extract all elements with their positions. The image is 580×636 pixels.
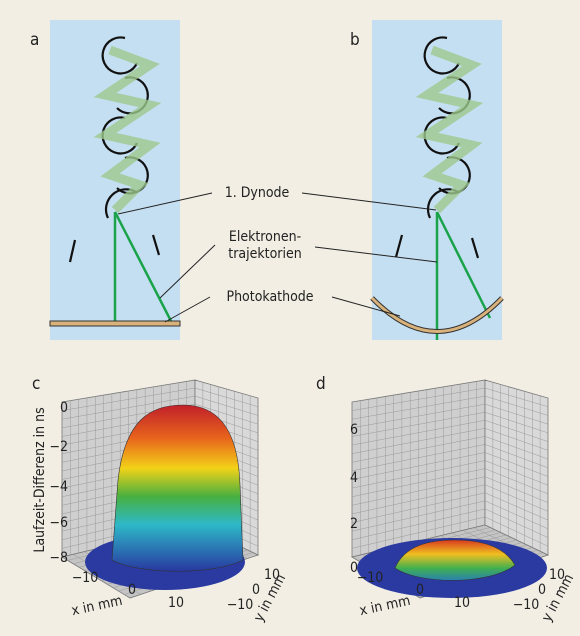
wall-grid (484, 500, 549, 530)
x-tick: −10 (72, 570, 99, 586)
panel-label: a (30, 30, 39, 50)
wall-grid (194, 387, 259, 407)
surface-d (394, 539, 516, 581)
y-tick: 10 (264, 567, 280, 583)
wall-grid (484, 420, 549, 442)
z-tick: 6 (350, 422, 358, 438)
wall-grid (351, 420, 486, 446)
wall-grid (351, 444, 486, 472)
x-tick: 10 (454, 595, 470, 611)
z-tick: 0 (60, 400, 68, 416)
x-tick: −10 (357, 570, 384, 586)
z-tick: −4 (49, 479, 68, 495)
wall-grid (194, 395, 259, 416)
wall-grid (484, 444, 549, 469)
wall-grid (351, 411, 486, 437)
annotation: trajektorien (228, 246, 301, 262)
wall-grid (484, 516, 549, 547)
wall-grid (351, 508, 486, 541)
wall-grid (484, 395, 549, 416)
x-tick: 0 (128, 582, 136, 598)
z-tick: 4 (350, 470, 358, 486)
y-tick: 0 (252, 582, 260, 598)
wall-grid (351, 395, 486, 420)
leaders (117, 192, 438, 323)
y-tick: −10 (513, 597, 540, 613)
wall-grid (61, 395, 196, 420)
wall-grid (351, 452, 486, 480)
wall-grid (351, 468, 486, 497)
x-tick: 10 (168, 595, 184, 611)
y-tick: 0 (538, 582, 546, 598)
wall-grid (484, 411, 549, 434)
z-tick: 0 (350, 560, 358, 576)
wall-grid (484, 452, 549, 477)
wall-grid (484, 508, 549, 538)
wall-grid (61, 387, 196, 411)
electron-path-b (415, 45, 484, 214)
z-tick: −8 (49, 550, 68, 566)
wall-grid (351, 403, 486, 429)
panel-label: d (316, 374, 326, 394)
wall-grid (484, 484, 549, 512)
wall-grid (484, 460, 549, 486)
wall-grid (351, 476, 486, 506)
wall-grid (351, 500, 486, 532)
y-tick: 10 (549, 567, 565, 583)
electron-path-a (93, 45, 162, 214)
x-tick: 0 (416, 582, 424, 598)
z-tick: −6 (49, 515, 68, 531)
wall-grid (351, 387, 486, 411)
z-axis-label: Laufzeit-Differenz in ns (32, 407, 48, 552)
annotation: Elektronen- (229, 229, 301, 245)
cathode-a (49, 320, 181, 327)
wall-grid (484, 436, 549, 460)
wall-grid (351, 492, 486, 523)
wall-grid (484, 468, 549, 495)
wall-grid (484, 387, 549, 407)
wall-grid (484, 492, 549, 521)
y-tick: −10 (227, 597, 254, 613)
wall-grid (351, 428, 486, 454)
z-tick: −2 (49, 439, 68, 455)
wall-grid (194, 403, 259, 425)
wall-grid (351, 516, 486, 549)
cathode-b (370, 296, 504, 333)
wall-grid (484, 476, 549, 503)
panel-label: b (350, 30, 360, 50)
panel-label: c (32, 374, 40, 394)
wall-grid (484, 428, 549, 451)
wall-grid (351, 460, 486, 489)
trajectories (113, 211, 492, 340)
annotation: Photokathode (226, 289, 313, 305)
annotation: 1. Dynode (225, 185, 290, 201)
surface-c (111, 404, 244, 572)
wall-grid (484, 403, 549, 425)
wall-grid (351, 436, 486, 463)
wall-grid (351, 484, 486, 515)
z-tick: 2 (350, 516, 358, 532)
